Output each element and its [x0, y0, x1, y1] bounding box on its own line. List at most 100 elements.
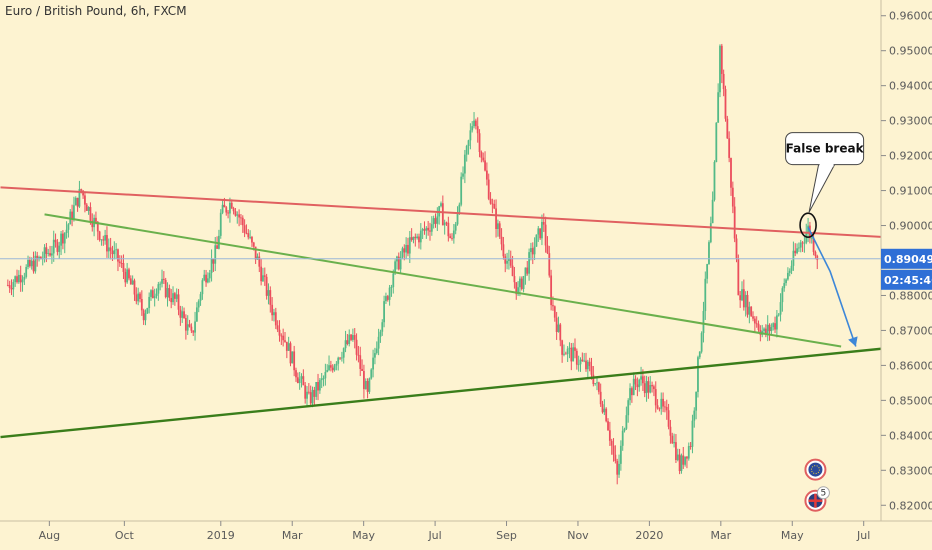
candle-body	[254, 246, 257, 260]
candle-body	[416, 236, 419, 239]
candle-body	[805, 233, 808, 243]
candle-body	[669, 426, 672, 436]
candle-body	[414, 236, 417, 239]
candle-body	[184, 318, 187, 331]
candle-body	[348, 334, 351, 344]
candle-body	[493, 203, 496, 209]
candle-body	[706, 264, 709, 279]
candle-body	[443, 222, 446, 226]
candle-body	[508, 258, 510, 261]
candle-body	[524, 267, 527, 277]
candle-body	[478, 133, 481, 152]
candle-body	[726, 118, 729, 139]
candle-body	[590, 366, 593, 375]
candle-body	[21, 279, 24, 283]
candle-body	[653, 386, 655, 390]
candle-body	[702, 311, 705, 334]
y-tick-label: 0.94000	[889, 80, 932, 93]
candle-body	[794, 250, 797, 254]
candle-body	[58, 245, 61, 252]
candle-body	[469, 130, 472, 141]
candle-body	[214, 245, 217, 264]
candle-body	[307, 391, 310, 393]
candle-body	[300, 376, 303, 379]
candle-body	[54, 239, 57, 243]
candle-body	[309, 392, 312, 404]
candle-body	[641, 376, 644, 384]
candle-body	[166, 288, 169, 298]
candle-body	[588, 361, 591, 367]
candle-body	[12, 282, 15, 290]
candle-body	[441, 203, 444, 226]
candle-body	[539, 228, 542, 239]
candle-body	[786, 272, 789, 280]
candle-body	[98, 231, 101, 240]
candle-body	[133, 280, 136, 295]
candle-body	[63, 232, 66, 244]
x-tick-label: Oct	[115, 529, 135, 542]
candle-body	[684, 456, 687, 465]
candle-body	[190, 326, 193, 331]
candle-body	[467, 140, 470, 147]
candle-body	[363, 370, 365, 390]
candle-body	[234, 211, 237, 216]
candle-body	[623, 428, 626, 431]
candle-body	[744, 294, 747, 308]
candle-body	[689, 446, 692, 447]
candle-body	[344, 340, 347, 349]
candle-body	[465, 146, 468, 155]
candle-body	[374, 353, 376, 358]
candle-body	[260, 266, 263, 282]
candle-body	[331, 367, 334, 371]
candle-body	[353, 335, 356, 340]
candle-body	[249, 236, 252, 238]
candle-body	[563, 353, 565, 355]
time-axis-panel[interactable]	[0, 521, 932, 550]
candle-body	[10, 287, 13, 290]
candle-body	[52, 239, 55, 254]
candle-body	[205, 274, 207, 283]
candle-body	[686, 456, 688, 459]
candle-body	[693, 410, 696, 421]
candle-body	[812, 237, 815, 252]
candle-body	[564, 353, 567, 355]
candle-body	[480, 151, 483, 158]
candle-body	[306, 391, 308, 399]
candle-body	[84, 195, 86, 205]
candle-body	[447, 222, 450, 237]
x-tick-label: Jul	[856, 529, 870, 542]
candle-body	[735, 238, 738, 259]
candle-body	[730, 157, 732, 188]
trendline-lower-support	[0, 345, 904, 439]
projection-arrowhead	[848, 336, 858, 347]
candle-body	[496, 223, 499, 229]
candle-body	[601, 404, 604, 413]
candle-body	[284, 340, 286, 342]
projection-path	[807, 226, 857, 347]
candle-body	[574, 347, 576, 351]
candle-body	[445, 222, 448, 224]
candle-body	[361, 368, 363, 371]
candle-body	[807, 225, 809, 234]
candle-body	[95, 217, 97, 222]
candle-body	[537, 228, 540, 235]
candle-body	[210, 258, 213, 273]
candle-body	[572, 347, 575, 362]
candle-body	[651, 385, 653, 387]
candle-body	[627, 400, 630, 416]
candle-body	[715, 122, 718, 162]
candle-body	[788, 270, 791, 273]
candle-body	[62, 233, 64, 244]
candle-body	[645, 381, 648, 394]
candle-body	[372, 357, 374, 370]
candle-body	[91, 220, 94, 228]
candle-body	[109, 247, 112, 251]
candle-body	[570, 347, 573, 362]
candle-body	[243, 225, 246, 233]
candle-body	[682, 455, 685, 465]
y-tick-label: 0.96000	[889, 10, 932, 23]
candle-body	[405, 244, 408, 253]
candle-body	[203, 274, 206, 281]
